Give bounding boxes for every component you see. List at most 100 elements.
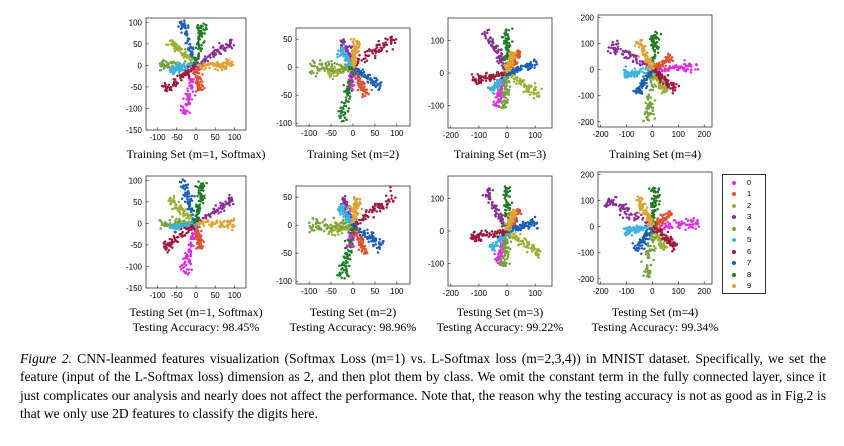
scatter-point-class-9 xyxy=(353,53,356,57)
scatter-point-class-8 xyxy=(351,73,355,76)
scatter-point-class-3 xyxy=(611,40,614,44)
scatter-point-class-8 xyxy=(347,275,350,278)
scatter-point-class-0 xyxy=(497,105,501,109)
scatter-point-class-4 xyxy=(166,65,169,69)
scatter-point-class-1 xyxy=(356,88,360,92)
scatter-point-class-3 xyxy=(487,195,490,198)
y-tick-label: -100 xyxy=(276,119,293,128)
scatter-point-class-3 xyxy=(230,196,233,200)
scatter-point-class-2 xyxy=(173,201,177,205)
scatter-point-class-6 xyxy=(389,37,393,40)
scatter-point-class-7 xyxy=(180,27,183,30)
scatter-point-class-3 xyxy=(489,36,492,40)
scatter-point-class-4 xyxy=(643,112,647,116)
scatter-point-class-8 xyxy=(195,58,199,61)
scatter-point-class-0 xyxy=(497,97,500,101)
scatter-point-class-3 xyxy=(500,58,504,61)
scatter-point-class-7 xyxy=(358,233,362,237)
scatter-point-class-3 xyxy=(492,45,495,49)
scatter-point-class-8 xyxy=(205,181,208,185)
scatter-point-class-3 xyxy=(488,197,492,201)
scatter-point-class-3 xyxy=(341,41,345,44)
scatter-point-class-6 xyxy=(171,240,174,243)
scatter-point-class-7 xyxy=(189,53,192,56)
scatter-point-class-6 xyxy=(191,225,195,228)
scatter-point-class-4 xyxy=(504,101,507,105)
scatter-point-class-3 xyxy=(499,212,502,215)
scatter-point-class-9 xyxy=(352,56,355,59)
scatter-point-class-2 xyxy=(332,71,336,75)
scatter-point-class-0 xyxy=(179,268,183,271)
scatter-point-class-8 xyxy=(508,204,512,207)
scatter-point-class-7 xyxy=(178,180,182,184)
scatter-point-class-8 xyxy=(347,264,351,268)
scatter-point-class-2 xyxy=(535,95,539,98)
scatter-point-class-5 xyxy=(493,83,497,87)
scatter-point-class-8 xyxy=(199,189,203,192)
scatter-point-class-7 xyxy=(639,82,643,86)
scatter-point-class-2 xyxy=(169,196,172,200)
scatter-point-class-9 xyxy=(354,201,357,204)
scatter-point-class-2 xyxy=(530,91,533,94)
scatter-point-class-8 xyxy=(654,34,657,37)
scatter-point-class-7 xyxy=(519,227,523,230)
scatter-point-class-7 xyxy=(534,60,538,64)
scatter-point-class-3 xyxy=(494,208,498,212)
scatter-point-class-8 xyxy=(197,44,201,48)
scatter-point-class-2 xyxy=(533,81,537,85)
scatter-point-class-1 xyxy=(199,236,202,240)
scatter-point-class-9 xyxy=(358,197,362,201)
scatter-point-class-8 xyxy=(350,223,353,227)
scatter-point-class-4 xyxy=(506,81,510,84)
scatter-point-class-6 xyxy=(390,197,393,200)
scatter-point-class-4 xyxy=(499,256,503,260)
scatter-point-class-7 xyxy=(528,222,532,225)
scatter-point-class-1 xyxy=(358,85,362,89)
scatter-point-class-7 xyxy=(183,193,187,197)
y-tick-label: 0 xyxy=(288,63,293,72)
scatter-point-class-3 xyxy=(481,193,485,197)
scatter-point-class-6 xyxy=(671,92,675,95)
scatter-point-class-6 xyxy=(176,74,179,78)
scatter-point-class-5 xyxy=(339,53,343,57)
scatter-point-class-9 xyxy=(228,220,231,224)
scatter-point-class-6 xyxy=(365,59,369,62)
scatter-point-class-5 xyxy=(173,224,177,227)
scatter-point-class-4 xyxy=(330,59,333,63)
y-tick-label: -100 xyxy=(578,92,595,101)
scatter-point-class-8 xyxy=(508,195,511,198)
scatter-point-class-0 xyxy=(189,254,193,258)
y-tick-label: 0 xyxy=(440,69,445,78)
scatter-point-class-4 xyxy=(653,83,656,86)
scatter-point-class-0 xyxy=(189,262,193,266)
scatter-point-class-7 xyxy=(378,247,381,251)
scatter-point-class-1 xyxy=(370,88,373,92)
scatter-point-class-7 xyxy=(188,43,192,46)
scatter-point-class-3 xyxy=(497,213,501,217)
scatter-point-class-0 xyxy=(190,268,193,271)
scatter-point-class-5 xyxy=(344,212,348,215)
scatter-point-class-6 xyxy=(487,235,490,239)
scatter-point-class-3 xyxy=(644,62,647,66)
scatter-point-class-4 xyxy=(508,236,511,240)
scatter-point-class-8 xyxy=(344,262,347,265)
scatter-point-class-8 xyxy=(197,180,200,183)
scatter-point-class-6 xyxy=(189,68,193,72)
scatter-point-class-6 xyxy=(492,232,496,235)
scatter-point-class-9 xyxy=(231,219,234,223)
scatter-point-class-2 xyxy=(534,251,537,255)
scatter-point-class-4 xyxy=(317,221,320,225)
scatter-point-class-5 xyxy=(491,241,495,245)
scatter-point-class-8 xyxy=(196,207,200,210)
scatter-point-class-5 xyxy=(336,52,339,56)
scatter-point-class-9 xyxy=(353,210,357,213)
scatter-point-class-6 xyxy=(484,74,487,78)
scatter-point-class-6 xyxy=(677,84,681,88)
scatter-point-class-3 xyxy=(487,39,490,43)
scatter-point-class-4 xyxy=(178,217,181,221)
x-tick-label: 200 xyxy=(698,130,712,139)
scatter-point-class-7 xyxy=(643,83,646,86)
scatter-point-class-7 xyxy=(188,195,191,198)
scatter-point-class-0 xyxy=(696,68,700,71)
scatter-point-class-4 xyxy=(159,64,162,68)
